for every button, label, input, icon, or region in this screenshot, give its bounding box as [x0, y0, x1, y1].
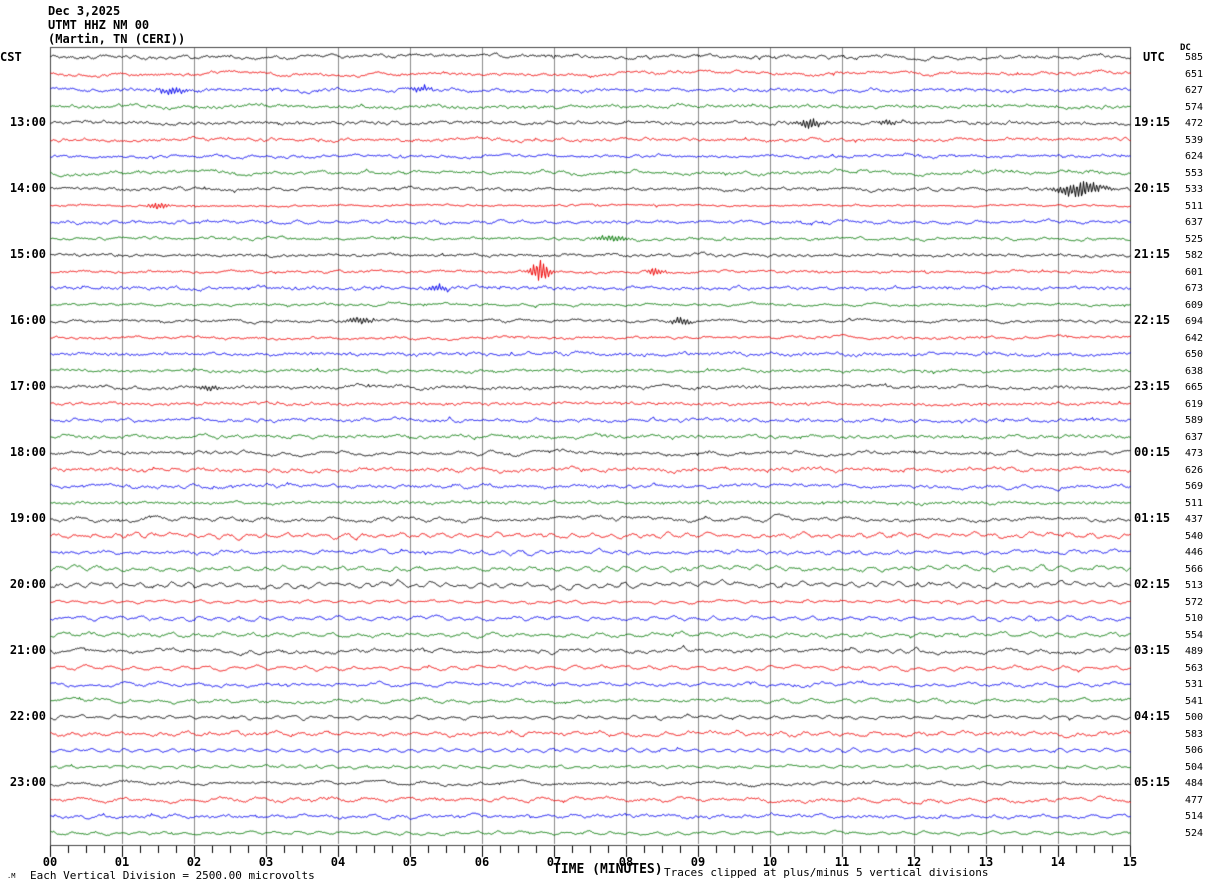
dc-offset-value: 601 — [1185, 267, 1204, 278]
utc-hour-label: 02:15 — [1134, 577, 1171, 591]
dc-offset-value: 531 — [1185, 679, 1204, 690]
utc-hour-label: 00:15 — [1134, 445, 1171, 459]
cst-hour-label: 18:00 — [9, 445, 46, 459]
x-axis-tick-label: 10 — [762, 855, 778, 869]
clip-note: Traces clipped at plus/minus 5 vertical … — [664, 866, 989, 879]
dc-offset-value: 566 — [1185, 564, 1204, 575]
dc-offset-value: 638 — [1185, 366, 1204, 377]
dc-offset-value: 637 — [1185, 432, 1204, 443]
x-axis-tick-label: 02 — [186, 855, 202, 869]
cst-hour-label: 21:00 — [9, 643, 46, 657]
cst-hour-label: 17:00 — [9, 379, 46, 393]
dc-offset-value: 694 — [1185, 316, 1204, 327]
utc-hour-label: 19:15 — [1134, 115, 1171, 129]
dc-offset-value: 673 — [1185, 283, 1204, 294]
cst-hour-label: 16:00 — [9, 313, 46, 327]
cst-hour-label: 14:00 — [9, 181, 46, 195]
dc-offset-value: 553 — [1185, 168, 1204, 179]
utc-hour-label: 22:15 — [1134, 313, 1171, 327]
dc-offset-value: 642 — [1185, 333, 1204, 344]
x-axis-tick-label: 12 — [906, 855, 922, 869]
dc-offset-value: 510 — [1185, 613, 1204, 624]
dc-offset-value: 637 — [1185, 217, 1204, 228]
cst-hour-label: 20:00 — [9, 577, 46, 591]
cst-hour-label: 13:00 — [9, 115, 46, 129]
dc-offset-value: 437 — [1185, 514, 1204, 525]
dc-offset-value: 585 — [1185, 52, 1204, 63]
dc-offset-value: 650 — [1185, 349, 1204, 360]
dc-offset-value: 582 — [1185, 250, 1204, 261]
dc-offset-value: 626 — [1185, 465, 1204, 476]
x-axis-tick-label: 08 — [618, 855, 634, 869]
dc-offset-value: 446 — [1185, 547, 1204, 558]
utc-hour-label: 04:15 — [1134, 709, 1171, 723]
dc-offset-value: 477 — [1185, 795, 1204, 806]
dc-offset-value: 609 — [1185, 300, 1204, 311]
dc-offset-value: 665 — [1185, 382, 1204, 393]
title-location: (Martin, TN (CERI)) — [48, 32, 186, 46]
x-axis-tick-label: 06 — [474, 855, 490, 869]
x-axis-tick-label: 03 — [258, 855, 274, 869]
dc-offset-value: 484 — [1185, 778, 1204, 789]
dc-offset-value: 500 — [1185, 712, 1204, 723]
dc-offset-value: 539 — [1185, 135, 1204, 146]
utc-hour-label: 20:15 — [1134, 181, 1171, 195]
dc-offset-value: 554 — [1185, 630, 1204, 641]
utc-hour-label: 05:15 — [1134, 775, 1171, 789]
dc-offset-value: 627 — [1185, 85, 1204, 96]
utc-hour-label: 03:15 — [1134, 643, 1171, 657]
dc-offset-value: 540 — [1185, 531, 1204, 542]
dc-offset-value: 511 — [1185, 201, 1204, 212]
vertical-division-note: Each Vertical Division = 2500.00 microvo… — [30, 869, 315, 882]
x-axis-tick-label: 07 — [546, 855, 562, 869]
utc-hour-label: 01:15 — [1134, 511, 1171, 525]
x-axis-tick-label: 11 — [834, 855, 850, 869]
cst-hour-label: 23:00 — [9, 775, 46, 789]
x-axis-title: TIME (MINUTES) — [553, 862, 663, 877]
dc-offset-value: 473 — [1185, 448, 1204, 459]
dc-offset-value: 506 — [1185, 745, 1204, 756]
cst-hour-label: 22:00 — [9, 709, 46, 723]
cst-hour-label: 15:00 — [9, 247, 46, 261]
x-axis-tick-label: 04 — [330, 855, 346, 869]
dc-offset-value: 589 — [1185, 415, 1204, 426]
dc-offset-value: 525 — [1185, 234, 1204, 245]
x-axis-tick-label: 05 — [402, 855, 418, 869]
left-axis-header-cst: CST — [0, 50, 22, 64]
dc-offset-value: 472 — [1185, 118, 1204, 129]
dc-offset-value: 572 — [1185, 597, 1204, 608]
x-axis-tick-label: 14 — [1050, 855, 1066, 869]
dc-offset-value: 624 — [1185, 151, 1204, 162]
dc-offset-value: 569 — [1185, 481, 1204, 492]
dc-offset-value: 563 — [1185, 663, 1204, 674]
dc-offset-value: 574 — [1185, 102, 1204, 113]
dc-offset-value: 619 — [1185, 399, 1204, 410]
cst-hour-label: 19:00 — [9, 511, 46, 525]
x-axis-tick-label: 15 — [1122, 855, 1138, 869]
dc-offset-value: 504 — [1185, 762, 1204, 773]
title-station: UTMT HHZ NM 00 — [48, 18, 150, 32]
dc-offset-value: 511 — [1185, 498, 1204, 509]
dc-offset-value: 489 — [1185, 646, 1204, 657]
x-axis-tick-label: 13 — [978, 855, 994, 869]
logo-mark: .M — [7, 872, 16, 880]
dc-offset-value: 514 — [1185, 811, 1204, 822]
utc-hour-label: 23:15 — [1134, 379, 1171, 393]
dc-offset-value: 541 — [1185, 696, 1204, 707]
utc-hour-label: 21:15 — [1134, 247, 1171, 261]
x-axis-tick-label: 09 — [690, 855, 706, 869]
dc-offset-value: 583 — [1185, 729, 1204, 740]
dc-offset-value: 524 — [1185, 828, 1204, 839]
x-axis-tick-label: 01 — [114, 855, 130, 869]
right-axis-header-utc: UTC — [1143, 50, 1165, 64]
x-axis-tick-label: 00 — [42, 855, 58, 869]
dc-column-header: DC — [1180, 43, 1191, 53]
dc-offset-value: 513 — [1185, 580, 1204, 591]
title-date: Dec 3,2025 — [48, 4, 121, 18]
dc-offset-value: 651 — [1185, 69, 1204, 80]
dc-offset-value: 533 — [1185, 184, 1204, 195]
